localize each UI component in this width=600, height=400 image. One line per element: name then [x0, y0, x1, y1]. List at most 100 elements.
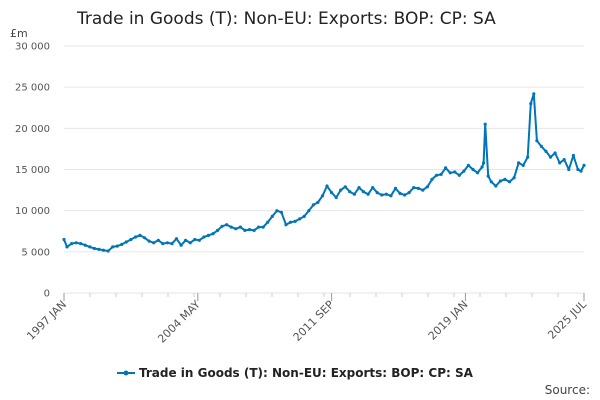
data-point[interactable]: [193, 237, 197, 242]
data-point[interactable]: [79, 242, 83, 246]
data-point[interactable]: [152, 241, 156, 245]
data-point[interactable]: [161, 242, 165, 246]
data-point[interactable]: [220, 224, 224, 228]
data-point[interactable]: [188, 241, 192, 245]
data-point[interactable]: [279, 210, 283, 214]
data-point[interactable]: [325, 184, 329, 188]
data-point[interactable]: [202, 235, 206, 239]
data-point[interactable]: [489, 180, 493, 184]
data-point[interactable]: [70, 242, 74, 246]
data-point[interactable]: [238, 225, 242, 229]
data-point[interactable]: [553, 151, 557, 155]
data-point[interactable]: [284, 223, 288, 227]
data-point[interactable]: [526, 155, 530, 159]
data-point[interactable]: [206, 233, 210, 237]
data-point[interactable]: [529, 102, 533, 106]
data-point[interactable]: [74, 241, 78, 245]
data-point[interactable]: [380, 193, 384, 197]
data-point[interactable]: [293, 219, 297, 223]
data-point[interactable]: [407, 191, 411, 195]
data-point[interactable]: [339, 188, 343, 192]
data-point[interactable]: [582, 163, 586, 167]
data-point[interactable]: [398, 191, 402, 195]
data-point[interactable]: [348, 190, 352, 194]
data-point[interactable]: [275, 209, 279, 213]
data-point[interactable]: [334, 195, 338, 200]
data-point[interactable]: [320, 194, 325, 198]
data-point[interactable]: [343, 185, 347, 189]
data-point[interactable]: [517, 161, 521, 165]
data-point[interactable]: [111, 245, 115, 249]
data-point[interactable]: [97, 247, 101, 251]
data-point[interactable]: [197, 238, 201, 242]
data-point[interactable]: [252, 228, 256, 232]
data-point[interactable]: [403, 193, 407, 197]
data-point[interactable]: [384, 192, 388, 196]
data-point[interactable]: [480, 165, 484, 169]
data-point[interactable]: [243, 228, 247, 232]
data-point[interactable]: [138, 233, 142, 237]
data-point[interactable]: [352, 192, 356, 196]
data-point[interactable]: [579, 169, 583, 173]
data-point[interactable]: [247, 228, 252, 232]
data-point[interactable]: [532, 92, 536, 96]
data-point[interactable]: [482, 161, 486, 165]
data-point[interactable]: [311, 203, 315, 207]
data-point[interactable]: [476, 171, 480, 175]
data-point[interactable]: [576, 167, 580, 172]
data-point[interactable]: [512, 176, 516, 180]
data-point[interactable]: [316, 200, 320, 204]
data-point[interactable]: [124, 240, 128, 244]
data-point[interactable]: [466, 163, 470, 167]
data-point[interactable]: [216, 228, 220, 232]
data-point[interactable]: [62, 237, 66, 242]
data-point[interactable]: [120, 242, 124, 246]
data-point[interactable]: [412, 186, 416, 190]
data-point[interactable]: [106, 249, 110, 253]
data-point[interactable]: [361, 190, 366, 194]
data-point[interactable]: [179, 243, 183, 247]
data-point[interactable]: [498, 179, 502, 183]
data-point[interactable]: [101, 248, 106, 252]
data-point[interactable]: [266, 220, 270, 224]
data-point[interactable]: [330, 191, 334, 195]
data-point[interactable]: [416, 186, 420, 190]
data-point[interactable]: [288, 220, 293, 224]
data-point[interactable]: [483, 122, 487, 126]
data-point[interactable]: [234, 227, 238, 231]
data-point[interactable]: [257, 225, 261, 229]
data-point[interactable]: [494, 184, 498, 188]
data-point[interactable]: [225, 223, 229, 227]
data-point[interactable]: [229, 225, 233, 229]
data-point[interactable]: [389, 194, 393, 198]
data-point[interactable]: [393, 186, 398, 190]
data-point[interactable]: [307, 209, 311, 213]
data-point[interactable]: [174, 237, 179, 241]
data-point[interactable]: [521, 163, 525, 167]
legend[interactable]: Trade in Goods (T): Non-EU: Exports: BOP…: [117, 366, 474, 380]
data-point[interactable]: [558, 161, 562, 165]
data-point[interactable]: [567, 167, 571, 172]
data-point[interactable]: [88, 245, 92, 249]
data-point[interactable]: [115, 244, 119, 248]
data-point[interactable]: [143, 236, 147, 240]
data-point[interactable]: [184, 238, 188, 242]
data-point[interactable]: [507, 180, 512, 184]
data-point[interactable]: [462, 169, 466, 173]
data-point[interactable]: [434, 173, 439, 177]
data-point[interactable]: [457, 173, 461, 177]
data-point[interactable]: [439, 172, 443, 176]
data-point[interactable]: [92, 246, 96, 251]
data-point[interactable]: [129, 237, 133, 242]
data-point[interactable]: [375, 191, 379, 195]
data-point[interactable]: [453, 170, 457, 174]
data-point[interactable]: [170, 242, 174, 246]
data-point[interactable]: [425, 185, 429, 189]
data-point[interactable]: [548, 155, 553, 159]
data-point[interactable]: [165, 241, 169, 245]
data-point[interactable]: [444, 166, 448, 170]
data-point[interactable]: [421, 188, 425, 192]
data-point[interactable]: [83, 243, 87, 247]
data-point[interactable]: [261, 225, 265, 229]
data-point[interactable]: [430, 177, 434, 181]
